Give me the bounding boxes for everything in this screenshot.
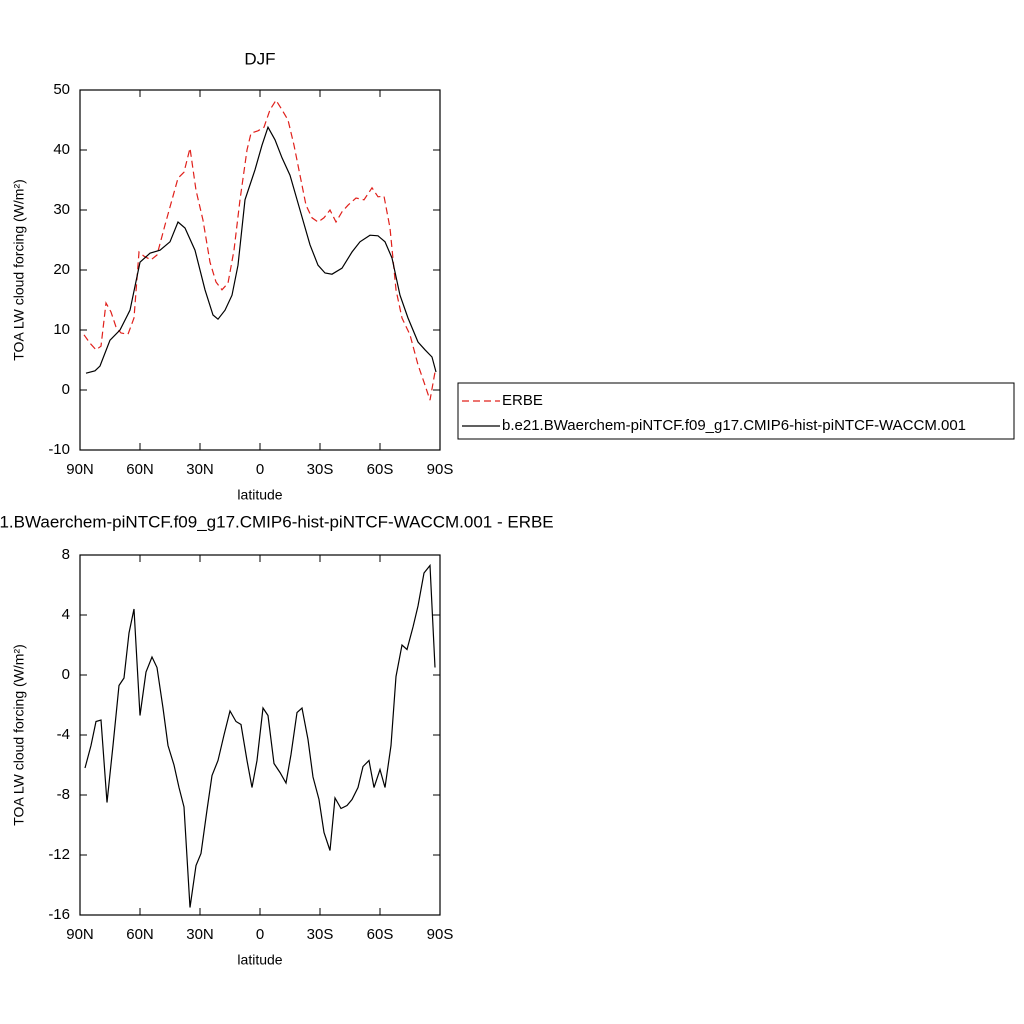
x-tick-label: 30S bbox=[307, 926, 334, 943]
x-tick-label: 30N bbox=[186, 461, 214, 478]
x-tick-label: 90S bbox=[427, 461, 454, 478]
y-tick-label: 0 bbox=[62, 666, 70, 683]
x-tick-label: 90S bbox=[427, 926, 454, 943]
chart-title: DJF bbox=[244, 49, 275, 68]
legend-label: ERBE bbox=[502, 392, 543, 409]
y-tick-label: -10 bbox=[48, 441, 70, 458]
x-tick-label: 30N bbox=[186, 926, 214, 943]
data-line bbox=[85, 125, 437, 374]
y-tick-label: 0 bbox=[62, 381, 70, 398]
x-tick-label: 30S bbox=[307, 461, 334, 478]
y-tick-label: 50 bbox=[53, 81, 70, 98]
plot-frame bbox=[79, 89, 441, 451]
x-tick-label: 60S bbox=[367, 926, 394, 943]
y-axis-label: TOA LW cloud forcing (W/m²) bbox=[11, 179, 27, 361]
y-tick-label: -16 bbox=[48, 906, 70, 923]
chart-title: b.e21.BWaerchem-piNTCF.f09_g17.CMIP6-his… bbox=[0, 512, 554, 531]
y-tick-label: 10 bbox=[53, 321, 70, 338]
x-tick-label: 0 bbox=[256, 461, 264, 478]
data-line bbox=[84, 563, 436, 908]
x-tick-label: 0 bbox=[256, 926, 264, 943]
y-tick-label: 20 bbox=[53, 261, 70, 278]
y-tick-label: 8 bbox=[62, 546, 70, 563]
y-tick-label: 4 bbox=[62, 606, 70, 623]
legend-label: b.e21.BWaerchem-piNTCF.f09_g17.CMIP6-his… bbox=[502, 417, 966, 434]
legend-box bbox=[457, 382, 1015, 440]
x-tick-label: 60N bbox=[126, 926, 154, 943]
y-tick-label: -4 bbox=[57, 726, 70, 743]
x-axis-label: latitude bbox=[237, 487, 282, 503]
x-tick-label: 60N bbox=[126, 461, 154, 478]
y-tick-label: -8 bbox=[57, 786, 70, 803]
x-axis-label: latitude bbox=[237, 952, 282, 968]
y-axis-label: TOA LW cloud forcing (W/m²) bbox=[11, 644, 27, 826]
y-tick-label: 40 bbox=[53, 141, 70, 158]
x-tick-label: 90N bbox=[66, 926, 94, 943]
x-tick-label: 60S bbox=[367, 461, 394, 478]
data-line bbox=[83, 99, 436, 401]
y-tick-label: 30 bbox=[53, 201, 70, 218]
y-tick-label: -12 bbox=[48, 846, 70, 863]
x-tick-label: 90N bbox=[66, 461, 94, 478]
